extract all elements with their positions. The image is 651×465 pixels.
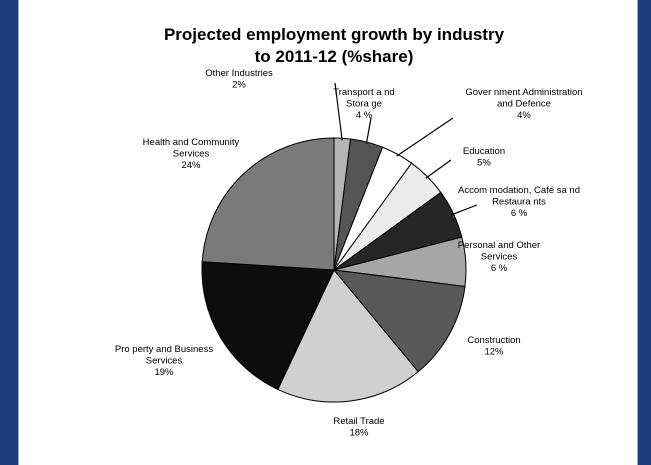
leader-line-2 <box>396 117 454 157</box>
slice-label-9: Health and Community Services 24% <box>143 137 240 171</box>
slice-label-4: Accom modation, Café sa nd Restaura nts 6 … <box>458 185 580 219</box>
slice-label-8: Pro perty and Business Services 19% <box>115 344 213 378</box>
pie-slice-6 <box>332 269 466 373</box>
slice-label-6: Construction 12% <box>467 335 520 358</box>
chart-title-line-1: Projected employment growth by industry <box>164 25 505 44</box>
chart-title-line-2: to 2011-12 (%share) <box>255 47 414 66</box>
pie-slice-7 <box>277 269 419 403</box>
pie-slice-9 <box>201 137 335 271</box>
leader-line-3 <box>425 159 452 179</box>
slice-label-2: Gover nment Administration and Defence 4% <box>465 87 582 121</box>
slice-label-3: Education 5% <box>463 146 505 169</box>
chart-frame: Projected employment growth by industry … <box>18 0 638 465</box>
pie-slice-8 <box>201 261 335 391</box>
slice-label-5: Personal and Other Services 6 % <box>458 240 540 274</box>
leader-lines <box>334 82 478 216</box>
leader-line-4 <box>451 204 478 216</box>
pie-slices <box>201 137 467 403</box>
leader-line-1 <box>365 117 372 145</box>
slice-label-0: Other Industries 2% <box>205 68 273 91</box>
slice-label-7: Retail Trade 18% <box>333 416 384 439</box>
leader-line-0 <box>334 82 343 141</box>
slice-labels: Other Industries 2% Transport a nd Stora ge… <box>115 68 583 439</box>
pie-chart: Projected employment growth by industry … <box>115 25 583 439</box>
slice-label-1: Transport a nd Stora ge 4 % <box>333 87 394 121</box>
